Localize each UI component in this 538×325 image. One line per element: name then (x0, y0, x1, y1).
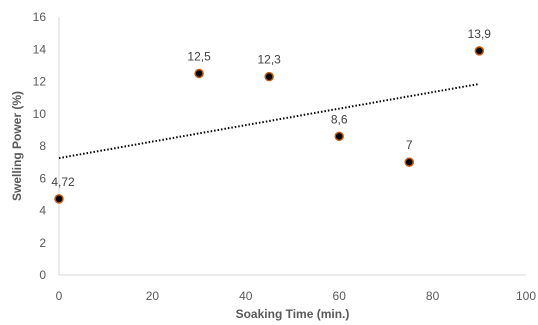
data-labels: 4,72 12,5 12,3 8,6 7 13,9 (51, 27, 491, 189)
x-tick-label: 80 (426, 289, 440, 303)
x-tick-labels: 0 20 40 60 80 100 (56, 289, 537, 303)
y-tick-label: 8 (39, 139, 46, 153)
y-tick-label: 0 (39, 268, 46, 282)
x-axis-title: Soaking Time (min.) (236, 307, 350, 321)
y-tick-label: 4 (39, 204, 46, 218)
data-label: 4,72 (51, 175, 75, 189)
data-point (474, 46, 485, 56)
y-tick-labels: 0 2 4 6 8 10 12 14 16 (33, 10, 47, 282)
data-point (54, 194, 64, 204)
data-label: 13,9 (468, 27, 492, 41)
y-tick-label: 6 (39, 171, 46, 185)
y-tick-label: 10 (33, 107, 47, 121)
y-tick-label: 2 (39, 236, 46, 250)
x-tick-label: 100 (516, 289, 536, 303)
data-label: 12,5 (187, 49, 211, 63)
data-label: 8,6 (331, 112, 348, 126)
trendline (58, 82, 480, 160)
data-label: 12,3 (257, 53, 281, 67)
y-tick-label: 14 (33, 42, 47, 56)
x-tick-label: 20 (146, 289, 160, 303)
data-point (404, 157, 414, 167)
y-tick-label: 12 (33, 75, 47, 89)
x-tick-label: 0 (56, 289, 63, 303)
x-tick-label: 40 (239, 289, 253, 303)
x-tick-label: 60 (333, 289, 347, 303)
data-points (54, 46, 485, 204)
data-point (334, 131, 344, 142)
data-point (194, 68, 204, 79)
data-point (264, 71, 274, 82)
y-axis-title: Swelling Power (%) (10, 91, 24, 201)
data-label: 7 (406, 138, 413, 152)
y-tick-label: 16 (33, 10, 47, 24)
